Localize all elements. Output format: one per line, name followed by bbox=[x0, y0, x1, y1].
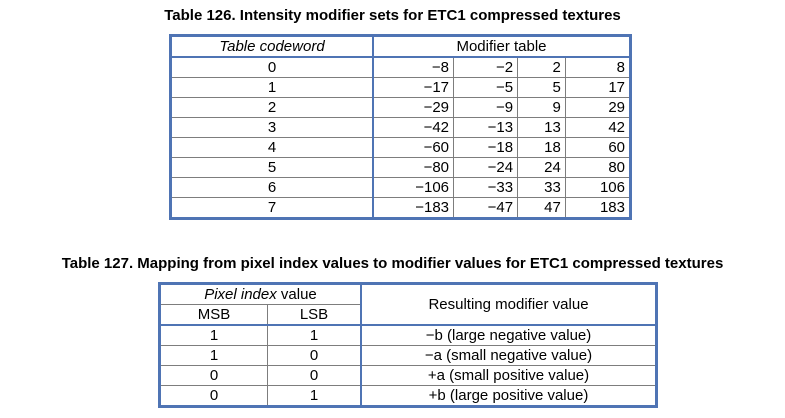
table-127-caption: Table 127. Mapping from pixel index valu… bbox=[61, 255, 724, 272]
modifier-cell: 183 bbox=[564, 197, 632, 219]
header-table-codeword: Table codeword bbox=[170, 35, 374, 58]
msb-cell: 0 bbox=[159, 365, 268, 386]
modifier-cell: 9 bbox=[517, 97, 566, 118]
modifier-cell: 47 bbox=[517, 197, 566, 219]
table-row: 1 −17 −5 5 17 bbox=[170, 77, 632, 98]
modifier-cell: 24 bbox=[517, 157, 566, 178]
intensity-modifier-table: Table codeword Modifier table 0 −8 −2 2 8 1 −1… bbox=[169, 34, 632, 220]
modifier-cell: −18 bbox=[453, 137, 519, 158]
header-pixel-index-value: Pixel index value bbox=[159, 283, 362, 305]
codeword-cell: 3 bbox=[170, 117, 374, 138]
modifier-cell: −42 bbox=[372, 117, 455, 138]
table-126-caption: Table 126. Intensity modifier sets for E… bbox=[164, 7, 621, 24]
modifier-cell: −17 bbox=[372, 77, 455, 98]
modifier-cell: −5 bbox=[453, 77, 519, 98]
modifier-value-cell: +a (small positive value) bbox=[360, 365, 657, 386]
table-body: 0 −8 −2 2 8 1 −17 −5 5 17 2 −29 −9 9 29 3 −42 −13 13 42 4 −60… bbox=[170, 56, 632, 219]
modifier-cell: 2 bbox=[517, 56, 566, 78]
header-resulting-modifier-value: Resulting modifier value bbox=[360, 283, 657, 326]
modifier-cell: 17 bbox=[564, 77, 632, 98]
codeword-cell: 2 bbox=[170, 97, 374, 118]
msb-cell: 1 bbox=[159, 345, 268, 366]
codeword-cell: 4 bbox=[170, 137, 374, 158]
table-header-row: Pixel index value Resulting modifier val… bbox=[159, 283, 657, 326]
modifier-value-cell: −b (large negative value) bbox=[360, 324, 657, 346]
modifier-cell: −80 bbox=[372, 157, 455, 178]
modifier-cell: −106 bbox=[372, 177, 455, 198]
codeword-cell: 1 bbox=[170, 77, 374, 98]
modifier-cell: 60 bbox=[564, 137, 632, 158]
modifier-cell: −24 bbox=[453, 157, 519, 178]
modifier-cell: 42 bbox=[564, 117, 632, 138]
modifier-cell: 29 bbox=[564, 97, 632, 118]
table-row: 0 −8 −2 2 8 bbox=[170, 56, 632, 78]
modifier-cell: −2 bbox=[453, 56, 519, 78]
modifier-cell: 8 bbox=[564, 56, 632, 78]
lsb-cell: 1 bbox=[267, 385, 362, 407]
modifier-value-cell: +b (large positive value) bbox=[360, 385, 657, 407]
modifier-cell: 5 bbox=[517, 77, 566, 98]
table-row: 4 −60 −18 18 60 bbox=[170, 137, 632, 158]
table-row: 1 1 −b (large negative value) bbox=[159, 324, 657, 346]
table-row: 6 −106 −33 33 106 bbox=[170, 177, 632, 198]
table-row: 0 1 +b (large positive value) bbox=[159, 385, 657, 407]
header-value-text: value bbox=[276, 286, 317, 303]
table-body: 1 1 −b (large negative value) 1 0 −a (small n… bbox=[159, 324, 657, 407]
header-msb: MSB bbox=[159, 304, 268, 326]
modifier-cell: −183 bbox=[372, 197, 455, 219]
table-header-row: Table codeword Modifier table bbox=[170, 35, 631, 58]
modifier-cell: −60 bbox=[372, 137, 455, 158]
codeword-cell: 0 bbox=[170, 56, 374, 78]
codeword-cell: 6 bbox=[170, 177, 374, 198]
modifier-cell: −47 bbox=[453, 197, 519, 219]
lsb-cell: 0 bbox=[267, 365, 362, 386]
table-row: 5 −80 −24 24 80 bbox=[170, 157, 632, 178]
modifier-cell: 33 bbox=[517, 177, 566, 198]
lsb-cell: 1 bbox=[267, 324, 362, 346]
pixel-index-mapping-table: Pixel index value Resulting modifier val… bbox=[158, 282, 658, 408]
table-row: 1 0 −a (small negative value) bbox=[159, 345, 657, 366]
table-row: 2 −29 −9 9 29 bbox=[170, 97, 632, 118]
modifier-cell: 18 bbox=[517, 137, 566, 158]
lsb-cell: 0 bbox=[267, 345, 362, 366]
modifier-cell: −29 bbox=[372, 97, 455, 118]
table-row: 7 −183 −47 47 183 bbox=[170, 197, 632, 219]
modifier-cell: −9 bbox=[453, 97, 519, 118]
msb-cell: 1 bbox=[159, 324, 268, 346]
modifier-cell: 106 bbox=[564, 177, 632, 198]
modifier-cell: 80 bbox=[564, 157, 632, 178]
header-pixel-index-italic: Pixel index bbox=[204, 286, 277, 303]
table-row: 3 −42 −13 13 42 bbox=[170, 117, 632, 138]
header-modifier-table: Modifier table bbox=[372, 35, 631, 58]
msb-cell: 0 bbox=[159, 385, 268, 407]
header-lsb: LSB bbox=[267, 304, 362, 326]
codeword-cell: 5 bbox=[170, 157, 374, 178]
modifier-cell: −13 bbox=[453, 117, 519, 138]
table-row: 0 0 +a (small positive value) bbox=[159, 365, 657, 386]
modifier-cell: 13 bbox=[517, 117, 566, 138]
modifier-value-cell: −a (small negative value) bbox=[360, 345, 657, 366]
modifier-cell: −33 bbox=[453, 177, 519, 198]
codeword-cell: 7 bbox=[170, 197, 374, 219]
modifier-cell: −8 bbox=[372, 56, 455, 78]
